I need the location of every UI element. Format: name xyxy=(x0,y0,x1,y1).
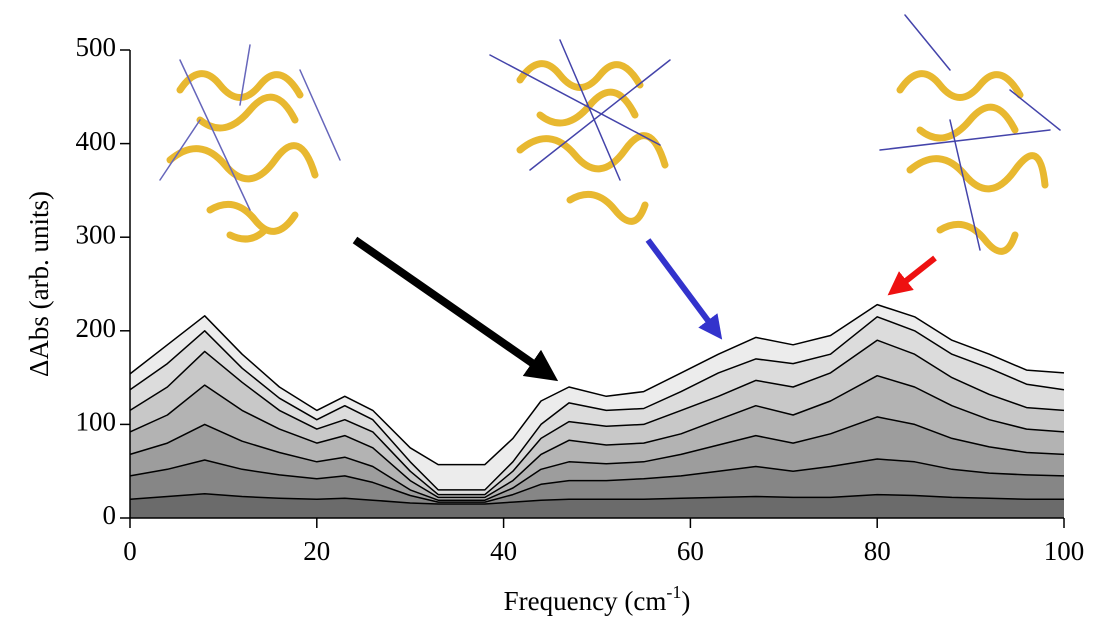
protein-1 xyxy=(159,44,341,243)
ribbon xyxy=(226,226,269,243)
ribbon xyxy=(516,132,669,173)
area-line xyxy=(129,416,1065,501)
area-line xyxy=(129,339,1065,496)
area-line xyxy=(129,458,1065,503)
area-line xyxy=(129,374,1065,499)
plot-area xyxy=(129,303,1065,518)
ribbon xyxy=(176,70,304,101)
x-tick-label: 60 xyxy=(677,536,704,566)
ribbon xyxy=(916,103,1019,142)
area-line xyxy=(129,492,1064,505)
ribbon xyxy=(166,142,319,183)
ribbon xyxy=(906,152,1049,193)
x-tick-label: 0 xyxy=(123,536,137,566)
motion-vectors xyxy=(489,39,671,181)
motion-vectors xyxy=(159,44,341,211)
protein-3 xyxy=(879,14,1061,255)
x-axis-label-main: Frequency (cm xyxy=(504,586,667,616)
x-axis-label: Frequency (cm-1) xyxy=(504,582,691,616)
ribbon xyxy=(566,190,649,225)
ribbon xyxy=(896,70,1024,101)
y-tick-label: 300 xyxy=(76,219,117,249)
x-tick-label: 80 xyxy=(864,536,891,566)
ribbon xyxy=(516,60,644,91)
ribbon xyxy=(196,93,299,132)
y-tick-label: 500 xyxy=(76,32,117,62)
x-axis-label-end: ) xyxy=(681,586,690,616)
x-tick-label: 100 xyxy=(1044,536,1085,566)
y-axis-label: ΔAbs (arb. units) xyxy=(24,191,54,377)
y-tick-label: 200 xyxy=(76,313,117,343)
arrow xyxy=(887,255,937,296)
ribbon xyxy=(206,200,299,235)
y-tick-label: 100 xyxy=(76,407,117,437)
x-tick-label: 20 xyxy=(303,536,330,566)
protein-2 xyxy=(489,39,671,225)
area-line xyxy=(129,316,1065,491)
x-axis-label-sup: -1 xyxy=(666,582,681,602)
arrow xyxy=(352,236,559,382)
y-tick-label: 0 xyxy=(103,500,117,530)
ribbon xyxy=(936,220,1019,255)
motion-vectors xyxy=(879,14,1061,251)
x-tick-label: 40 xyxy=(490,536,517,566)
ribbon xyxy=(536,88,639,127)
arrow xyxy=(645,238,723,340)
protein-illustrations xyxy=(159,14,1061,255)
area-line xyxy=(129,303,1065,466)
y-tick-label: 400 xyxy=(76,126,117,156)
